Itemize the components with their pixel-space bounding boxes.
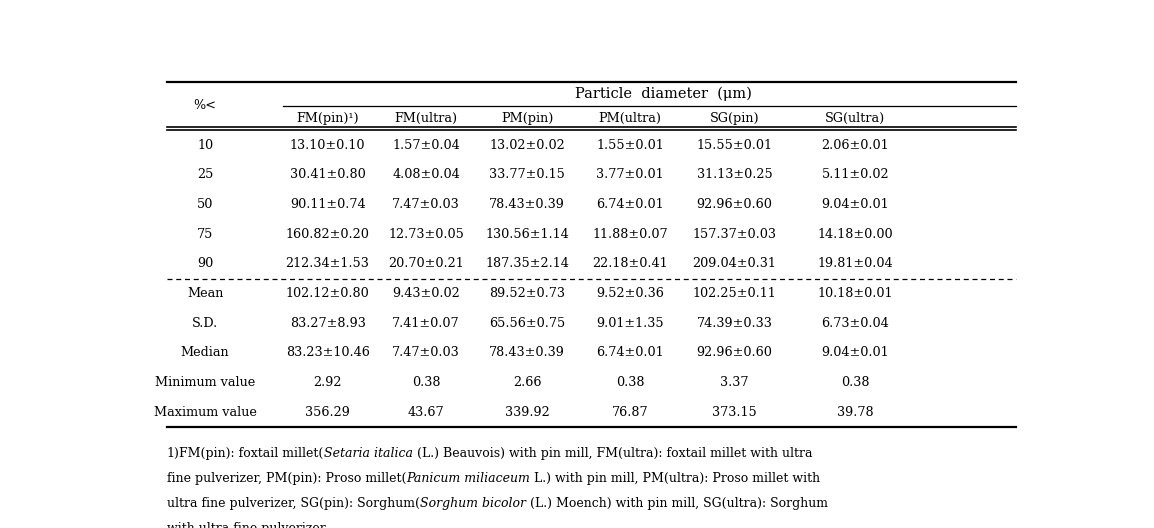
Text: FM(ultra): FM(ultra) [395,111,457,125]
Text: fine pulverizer, PM(pin): Proso millet(: fine pulverizer, PM(pin): Proso millet( [166,472,406,485]
Text: 13.10±0.10: 13.10±0.10 [290,139,366,152]
Text: 1.57±0.04: 1.57±0.04 [392,139,459,152]
Text: with ultra fine pulverizer.: with ultra fine pulverizer. [166,522,328,528]
Text: 14.18±0.00: 14.18±0.00 [817,228,893,241]
Text: 7.47±0.03: 7.47±0.03 [392,346,459,360]
Text: 83.23±10.46: 83.23±10.46 [286,346,369,360]
Text: 6.74±0.01: 6.74±0.01 [597,346,664,360]
Text: 89.52±0.73: 89.52±0.73 [489,287,565,300]
Text: 7.47±0.03: 7.47±0.03 [392,198,459,211]
Text: Maximum value: Maximum value [153,406,256,419]
Text: 4.08±0.04: 4.08±0.04 [392,168,459,181]
Text: FM(pin)¹): FM(pin)¹) [297,111,359,125]
Text: 74.39±0.33: 74.39±0.33 [697,317,772,330]
Text: (L.) Moench) with pin mill, SG(ultra): Sorghum: (L.) Moench) with pin mill, SG(ultra): S… [525,497,827,510]
Text: 9.43±0.02: 9.43±0.02 [392,287,459,300]
Text: Mean: Mean [187,287,223,300]
Text: 6.73±0.04: 6.73±0.04 [822,317,889,330]
Text: 65.56±0.75: 65.56±0.75 [489,317,565,330]
Text: 0.38: 0.38 [412,376,440,389]
Text: 31.13±0.25: 31.13±0.25 [697,168,772,181]
Text: 78.43±0.39: 78.43±0.39 [489,198,565,211]
Text: 92.96±0.60: 92.96±0.60 [697,198,772,211]
Text: 209.04±0.31: 209.04±0.31 [692,257,777,270]
Text: 373.15: 373.15 [712,406,757,419]
Text: 90.11±0.74: 90.11±0.74 [290,198,366,211]
Text: 76.87: 76.87 [612,406,649,419]
Text: 13.02±0.02: 13.02±0.02 [489,139,565,152]
Text: 102.12±0.80: 102.12±0.80 [286,287,369,300]
Text: Setaria italica: Setaria italica [324,447,413,460]
Text: 3.37: 3.37 [720,376,749,389]
Text: 30.41±0.80: 30.41±0.80 [290,168,366,181]
Text: SG(ultra): SG(ultra) [825,111,885,125]
Text: 25: 25 [197,168,213,181]
Text: 92.96±0.60: 92.96±0.60 [697,346,772,360]
Text: 10.18±0.01: 10.18±0.01 [817,287,893,300]
Text: 0.38: 0.38 [841,376,869,389]
Text: 102.25±0.11: 102.25±0.11 [692,287,777,300]
Text: 12.73±0.05: 12.73±0.05 [388,228,464,241]
Text: Sorghum bicolor: Sorghum bicolor [420,497,525,510]
Text: 19.81±0.04: 19.81±0.04 [817,257,893,270]
Text: FM(pin): foxtail millet(: FM(pin): foxtail millet( [180,447,324,460]
Text: 356.29: 356.29 [305,406,350,419]
Text: SG(pin): SG(pin) [710,111,759,125]
Text: 5.11±0.02: 5.11±0.02 [822,168,889,181]
Text: PM(ultra): PM(ultra) [599,111,661,125]
Text: (L.) Beauvois) with pin mill, FM(ultra): foxtail millet with ultra: (L.) Beauvois) with pin mill, FM(ultra):… [413,447,812,460]
Text: 1): 1) [166,447,180,460]
Text: 9.04±0.01: 9.04±0.01 [822,198,889,211]
Text: 212.34±1.53: 212.34±1.53 [286,257,369,270]
Text: Minimum value: Minimum value [155,376,255,389]
Text: %<: %< [194,99,217,112]
Text: 50: 50 [197,198,213,211]
Text: 130.56±1.14: 130.56±1.14 [485,228,569,241]
Text: 20.70±0.21: 20.70±0.21 [388,257,464,270]
Text: 1.55±0.01: 1.55±0.01 [595,139,664,152]
Text: 83.27±8.93: 83.27±8.93 [290,317,366,330]
Text: 43.67: 43.67 [407,406,444,419]
Text: L.) with pin mill, PM(ultra): Proso millet with: L.) with pin mill, PM(ultra): Proso mill… [530,472,820,485]
Text: 33.77±0.15: 33.77±0.15 [489,168,565,181]
Text: 22.18±0.41: 22.18±0.41 [592,257,668,270]
Text: 9.52±0.36: 9.52±0.36 [595,287,664,300]
Text: 39.78: 39.78 [837,406,874,419]
Text: PM(pin): PM(pin) [501,111,553,125]
Text: 78.43±0.39: 78.43±0.39 [489,346,565,360]
Text: 7.41±0.07: 7.41±0.07 [392,317,459,330]
Text: Median: Median [181,346,230,360]
Text: Particle  diameter  (μm): Particle diameter (μm) [575,87,751,101]
Text: 9.04±0.01: 9.04±0.01 [822,346,889,360]
Text: ultra fine pulverizer, SG(pin): Sorghum(: ultra fine pulverizer, SG(pin): Sorghum( [166,497,420,510]
Text: Panicum miliaceum: Panicum miliaceum [406,472,530,485]
Text: 10: 10 [197,139,213,152]
Text: 90: 90 [197,257,213,270]
Text: 15.55±0.01: 15.55±0.01 [697,139,772,152]
Text: 3.77±0.01: 3.77±0.01 [597,168,664,181]
Text: 0.38: 0.38 [615,376,644,389]
Text: 339.92: 339.92 [504,406,549,419]
Text: 2.66: 2.66 [512,376,541,389]
Text: 187.35±2.14: 187.35±2.14 [485,257,569,270]
Text: 2.06±0.01: 2.06±0.01 [822,139,889,152]
Text: 6.74±0.01: 6.74±0.01 [597,198,664,211]
Text: S.D.: S.D. [192,317,218,330]
Text: 160.82±0.20: 160.82±0.20 [286,228,369,241]
Text: 75: 75 [197,228,213,241]
Text: 2.92: 2.92 [314,376,342,389]
Text: 9.01±1.35: 9.01±1.35 [597,317,664,330]
Text: 11.88±0.07: 11.88±0.07 [592,228,668,241]
Text: 157.37±0.03: 157.37±0.03 [692,228,777,241]
